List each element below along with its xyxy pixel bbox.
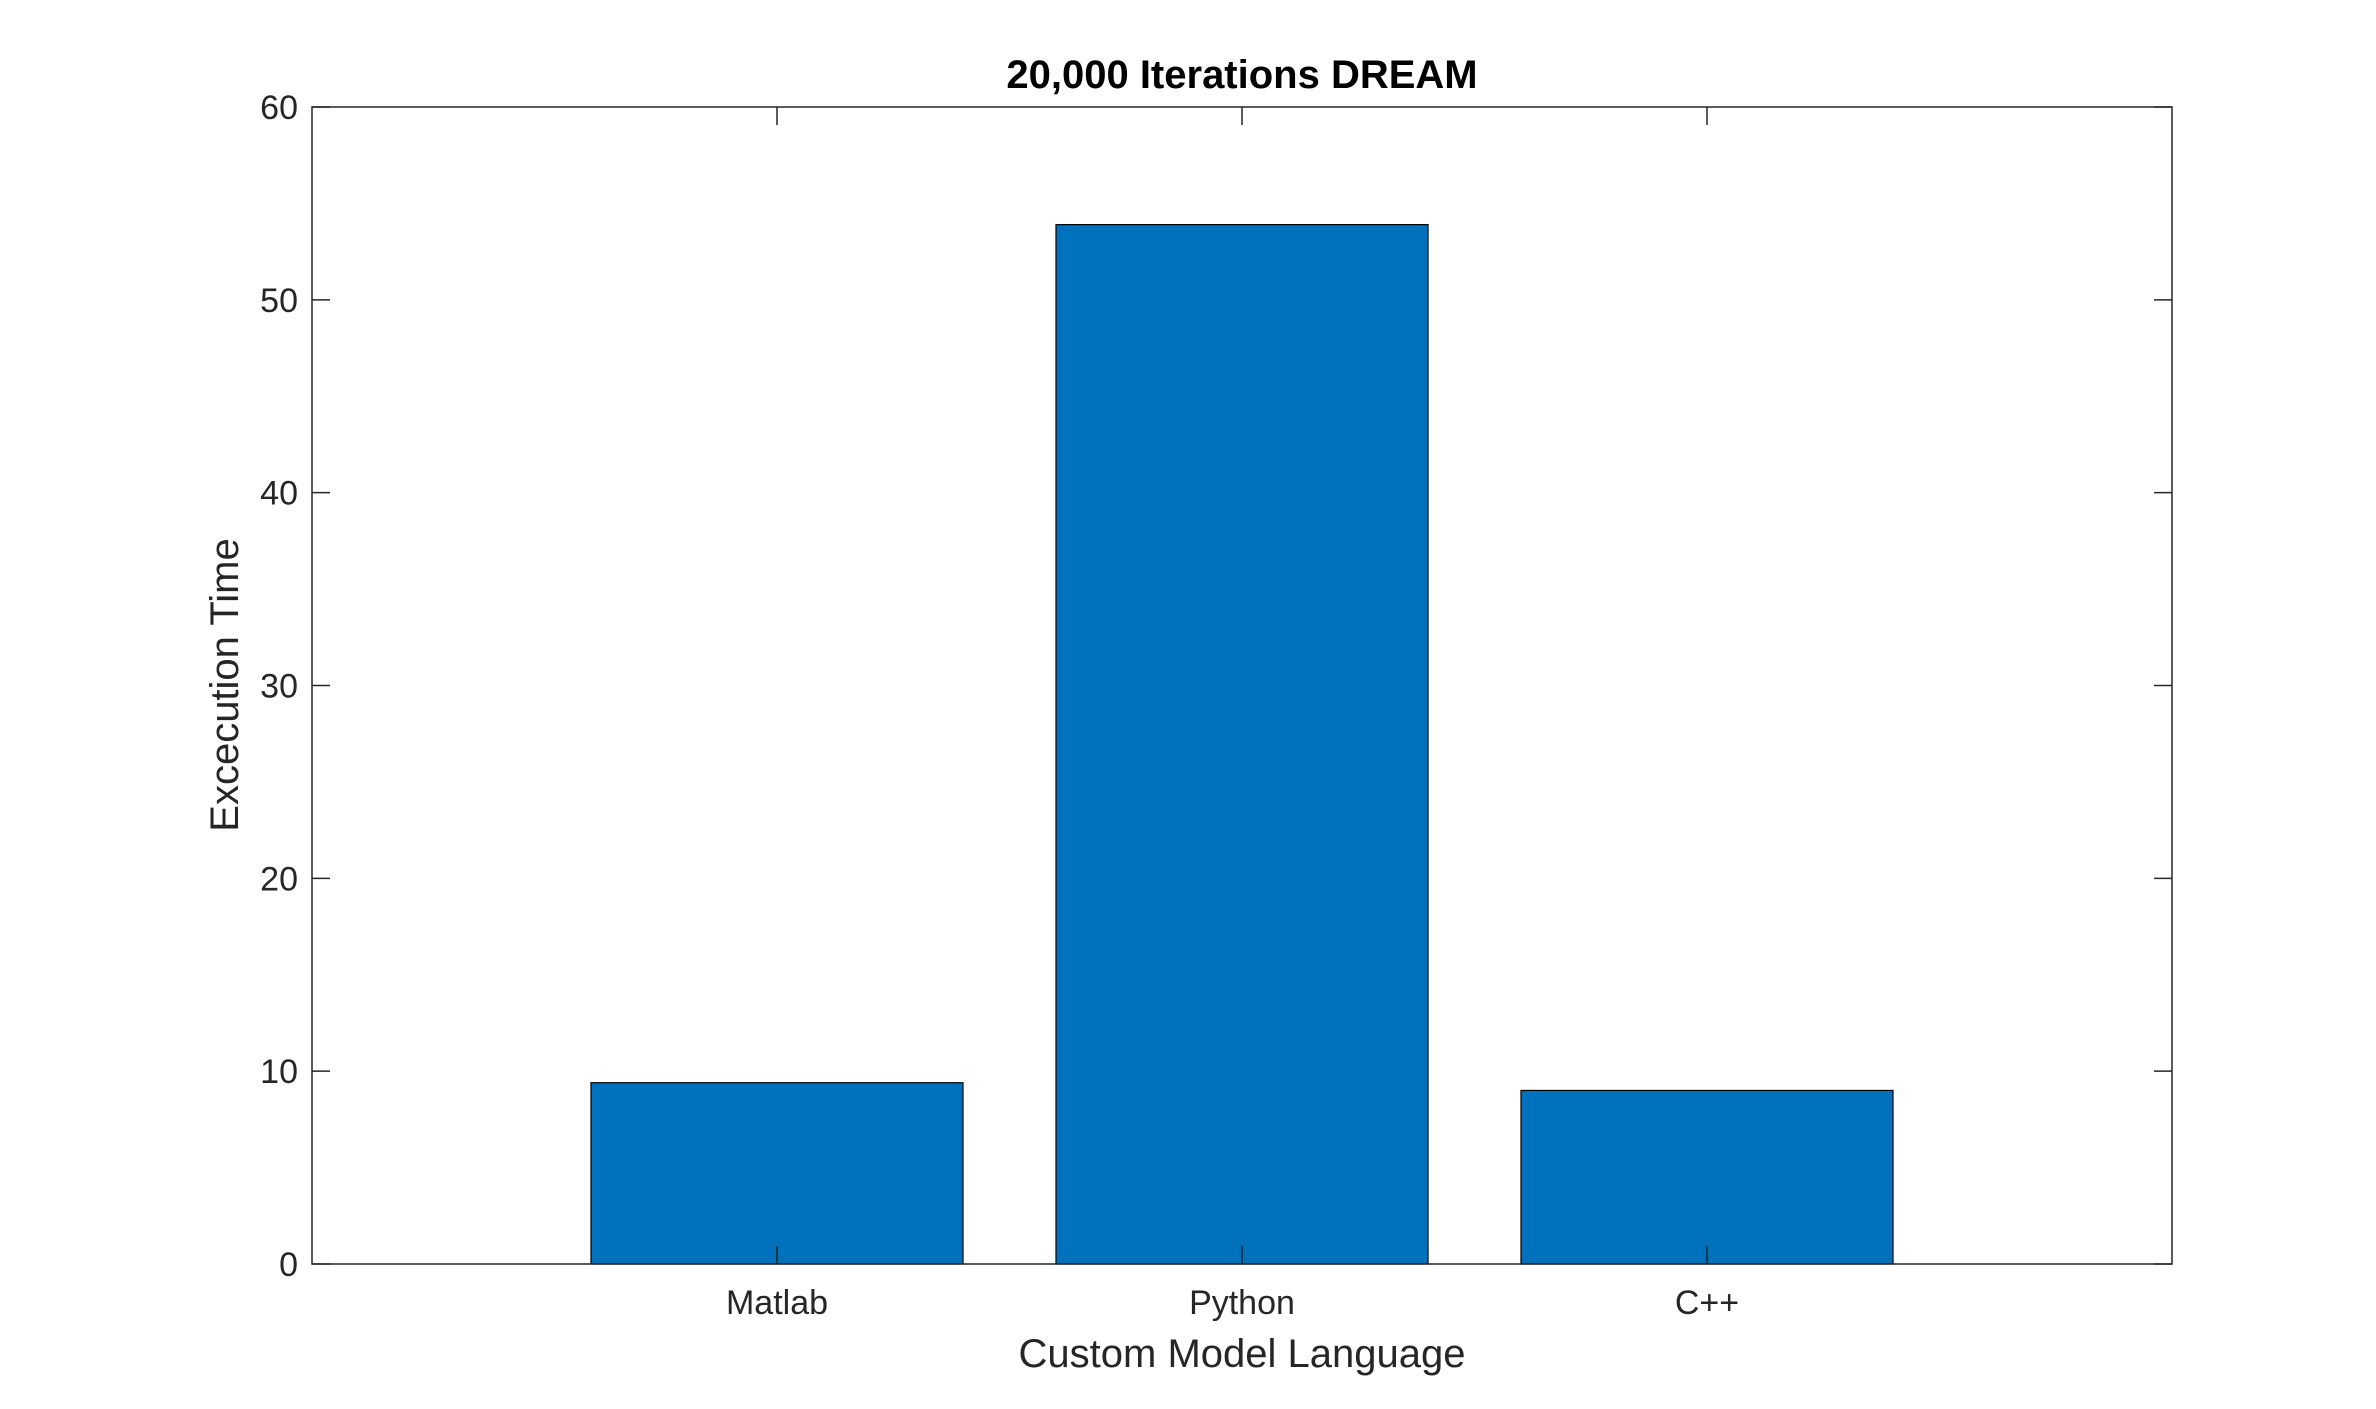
bar-python — [1055, 224, 1429, 1265]
y-tick-label: 20 — [260, 860, 298, 898]
y-tick-label: 0 — [279, 1246, 298, 1284]
x-tick-label: C++ — [1675, 1284, 1739, 1322]
y-tick-label: 50 — [260, 282, 298, 320]
x-tick-label: Python — [1189, 1284, 1295, 1322]
bar-matlab — [590, 1082, 964, 1265]
ticks-layer — [312, 106, 2172, 1265]
x-axis-title: Custom Model Language — [1019, 1332, 1466, 1376]
chart-title: 20,000 Iterations DREAM — [1006, 53, 1477, 97]
bar-c — [1520, 1089, 1894, 1265]
y-tick-label: 30 — [260, 668, 298, 706]
y-tick-label: 10 — [260, 1053, 298, 1091]
y-axis-title: Excecution Time — [203, 538, 247, 831]
y-tick-label: 60 — [260, 89, 298, 127]
x-tick-label: Matlab — [726, 1284, 828, 1322]
y-tick-label: 40 — [260, 475, 298, 513]
labels-layer: 0 10 20 30 40 50 60 Matlab Python C++ — [260, 89, 1739, 1322]
bars-layer — [590, 224, 1894, 1265]
